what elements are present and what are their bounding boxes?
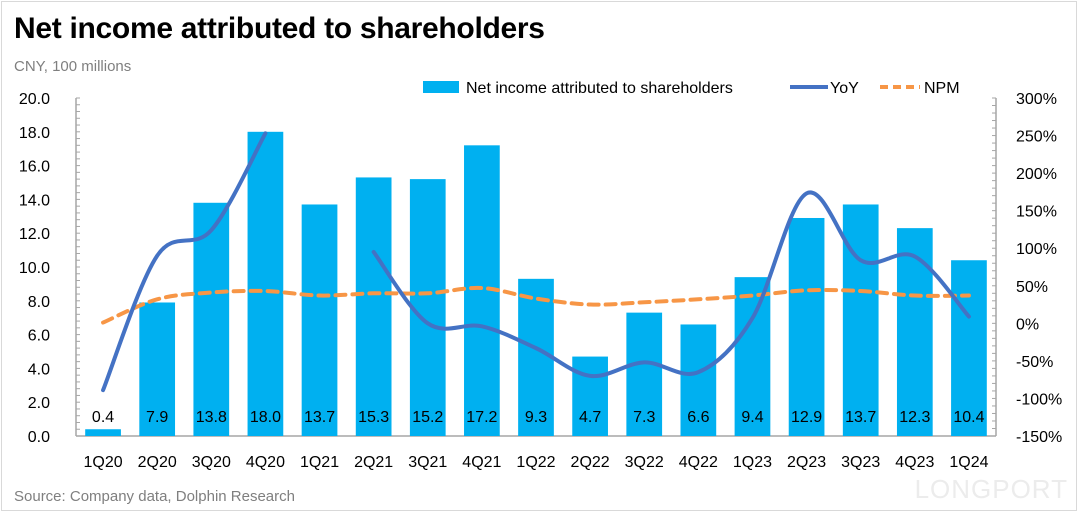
left-tick-label: 6.0 [28, 328, 50, 345]
x-tick-label: 2Q23 [787, 454, 826, 471]
bar-2Q23 [788, 217, 825, 436]
x-tick-label: 1Q24 [949, 454, 988, 471]
bar-2Q20 [139, 302, 176, 436]
x-tick-label: 3Q22 [625, 454, 664, 471]
watermark-logo: LONGPORT [914, 474, 1068, 504]
bar-value-label: 10.4 [953, 409, 984, 426]
legend-label-npm: NPM [924, 80, 960, 97]
right-tick-label: -150% [1016, 429, 1062, 446]
right-tick-label: -100% [1016, 391, 1062, 408]
left-tick-label: 0.0 [28, 429, 50, 446]
right-tick-label: 250% [1016, 129, 1057, 146]
bar-value-label: 7.3 [633, 409, 655, 426]
bar-value-label: 13.7 [845, 409, 876, 426]
bar-value-label: 13.8 [196, 409, 227, 426]
bar-value-label: 18.0 [250, 409, 281, 426]
bar-value-label: 12.3 [899, 409, 930, 426]
left-tick-label: 4.0 [28, 361, 50, 378]
x-tick-label: 1Q20 [83, 454, 122, 471]
left-tick-label: 12.0 [19, 226, 50, 243]
right-tick-label: 150% [1016, 204, 1057, 221]
bar-1Q20 [85, 429, 121, 436]
bar-value-label: 17.2 [466, 409, 497, 426]
bar-2Q21 [355, 177, 392, 436]
bar-1Q22 [518, 278, 554, 436]
bar-1Q23 [734, 277, 771, 436]
chart-source: Source: Company data, Dolphin Research [14, 488, 295, 505]
x-axis-labels: 1Q20 2Q20 3Q20 4Q20 1Q21 2Q21 3Q21 4Q21 1Q22 2Q22… [83, 454, 988, 471]
right-tick-label: 0% [1016, 316, 1039, 333]
bar-3Q23 [842, 204, 879, 436]
bar-4Q20 [247, 131, 284, 437]
x-tick-label: 2Q22 [571, 454, 610, 471]
legend-label-yoy: YoY [830, 80, 859, 97]
right-axis: -150% -100% -50% 0% 50% 100% 150% 200% 250% 300% [992, 91, 1062, 446]
bar-4Q23 [896, 228, 933, 436]
bar-1Q21 [301, 204, 338, 436]
bar-value-label: 0.4 [92, 409, 114, 426]
bar-value-label: 13.7 [304, 409, 335, 426]
x-tick-label: 1Q23 [733, 454, 772, 471]
bar-3Q21 [409, 179, 446, 436]
x-tick-label: 4Q23 [895, 454, 934, 471]
left-tick-label: 16.0 [19, 159, 50, 176]
bar-series [85, 131, 987, 437]
left-axis: 0.0 2.0 4.0 6.0 8.0 10.0 12.0 14.0 16.0 18.0 20.0 [19, 91, 996, 446]
yoy-line [101, 131, 268, 393]
left-tick-label: 2.0 [28, 395, 50, 412]
legend-label-bar: Net income attributed to shareholders [466, 80, 733, 97]
x-tick-label: 3Q23 [841, 454, 880, 471]
bar-4Q22 [680, 324, 717, 436]
bar-value-label: 9.4 [741, 409, 763, 426]
right-tick-label: -50% [1016, 354, 1053, 371]
x-tick-label: 2Q20 [138, 454, 177, 471]
x-tick-label: 4Q21 [462, 454, 501, 471]
bar-value-label: 15.3 [358, 409, 389, 426]
bar-value-label: 9.3 [525, 409, 547, 426]
bar-value-label: 12.9 [791, 409, 822, 426]
right-tick-label: 100% [1016, 241, 1057, 258]
x-tick-label: 3Q20 [192, 454, 231, 471]
bar-3Q20 [193, 202, 230, 436]
x-tick-label: 3Q21 [408, 454, 447, 471]
bar-value-label: 4.7 [579, 409, 601, 426]
bar-value-label: 7.9 [146, 409, 168, 426]
chart-subtitle: CNY, 100 millions [14, 58, 132, 75]
bar-2Q22 [572, 356, 608, 436]
bar-value-label: 15.2 [412, 409, 443, 426]
x-tick-label: 1Q21 [300, 454, 339, 471]
legend-swatch-bar [423, 81, 459, 93]
right-tick-label: 50% [1016, 279, 1048, 296]
bar-value-label: 6.6 [687, 409, 709, 426]
left-tick-label: 20.0 [19, 91, 50, 108]
line-series [101, 131, 971, 393]
right-tick-label: 200% [1016, 166, 1057, 183]
yoy-line [371, 190, 971, 379]
data-labels: 0.4 7.9 13.8 18.0 13.7 15.3 15.2 17.2 9.3 4.7 7.3 6… [92, 409, 985, 426]
x-tick-label: 1Q22 [516, 454, 555, 471]
right-tick-label: 300% [1016, 91, 1057, 108]
bar-3Q22 [626, 312, 663, 436]
chart-title: Net income attributed to shareholders [14, 12, 545, 45]
left-tick-label: 14.0 [19, 192, 50, 209]
npm-line [101, 285, 971, 325]
left-tick-label: 18.0 [19, 125, 50, 142]
left-tick-label: 8.0 [28, 294, 50, 311]
x-tick-label: 4Q20 [246, 454, 285, 471]
left-tick-label: 10.0 [19, 260, 50, 277]
x-tick-label: 4Q22 [679, 454, 718, 471]
legend: Net income attributed to shareholders Yo… [423, 80, 960, 97]
bar-1Q24 [951, 260, 987, 436]
x-tick-label: 2Q21 [354, 454, 393, 471]
